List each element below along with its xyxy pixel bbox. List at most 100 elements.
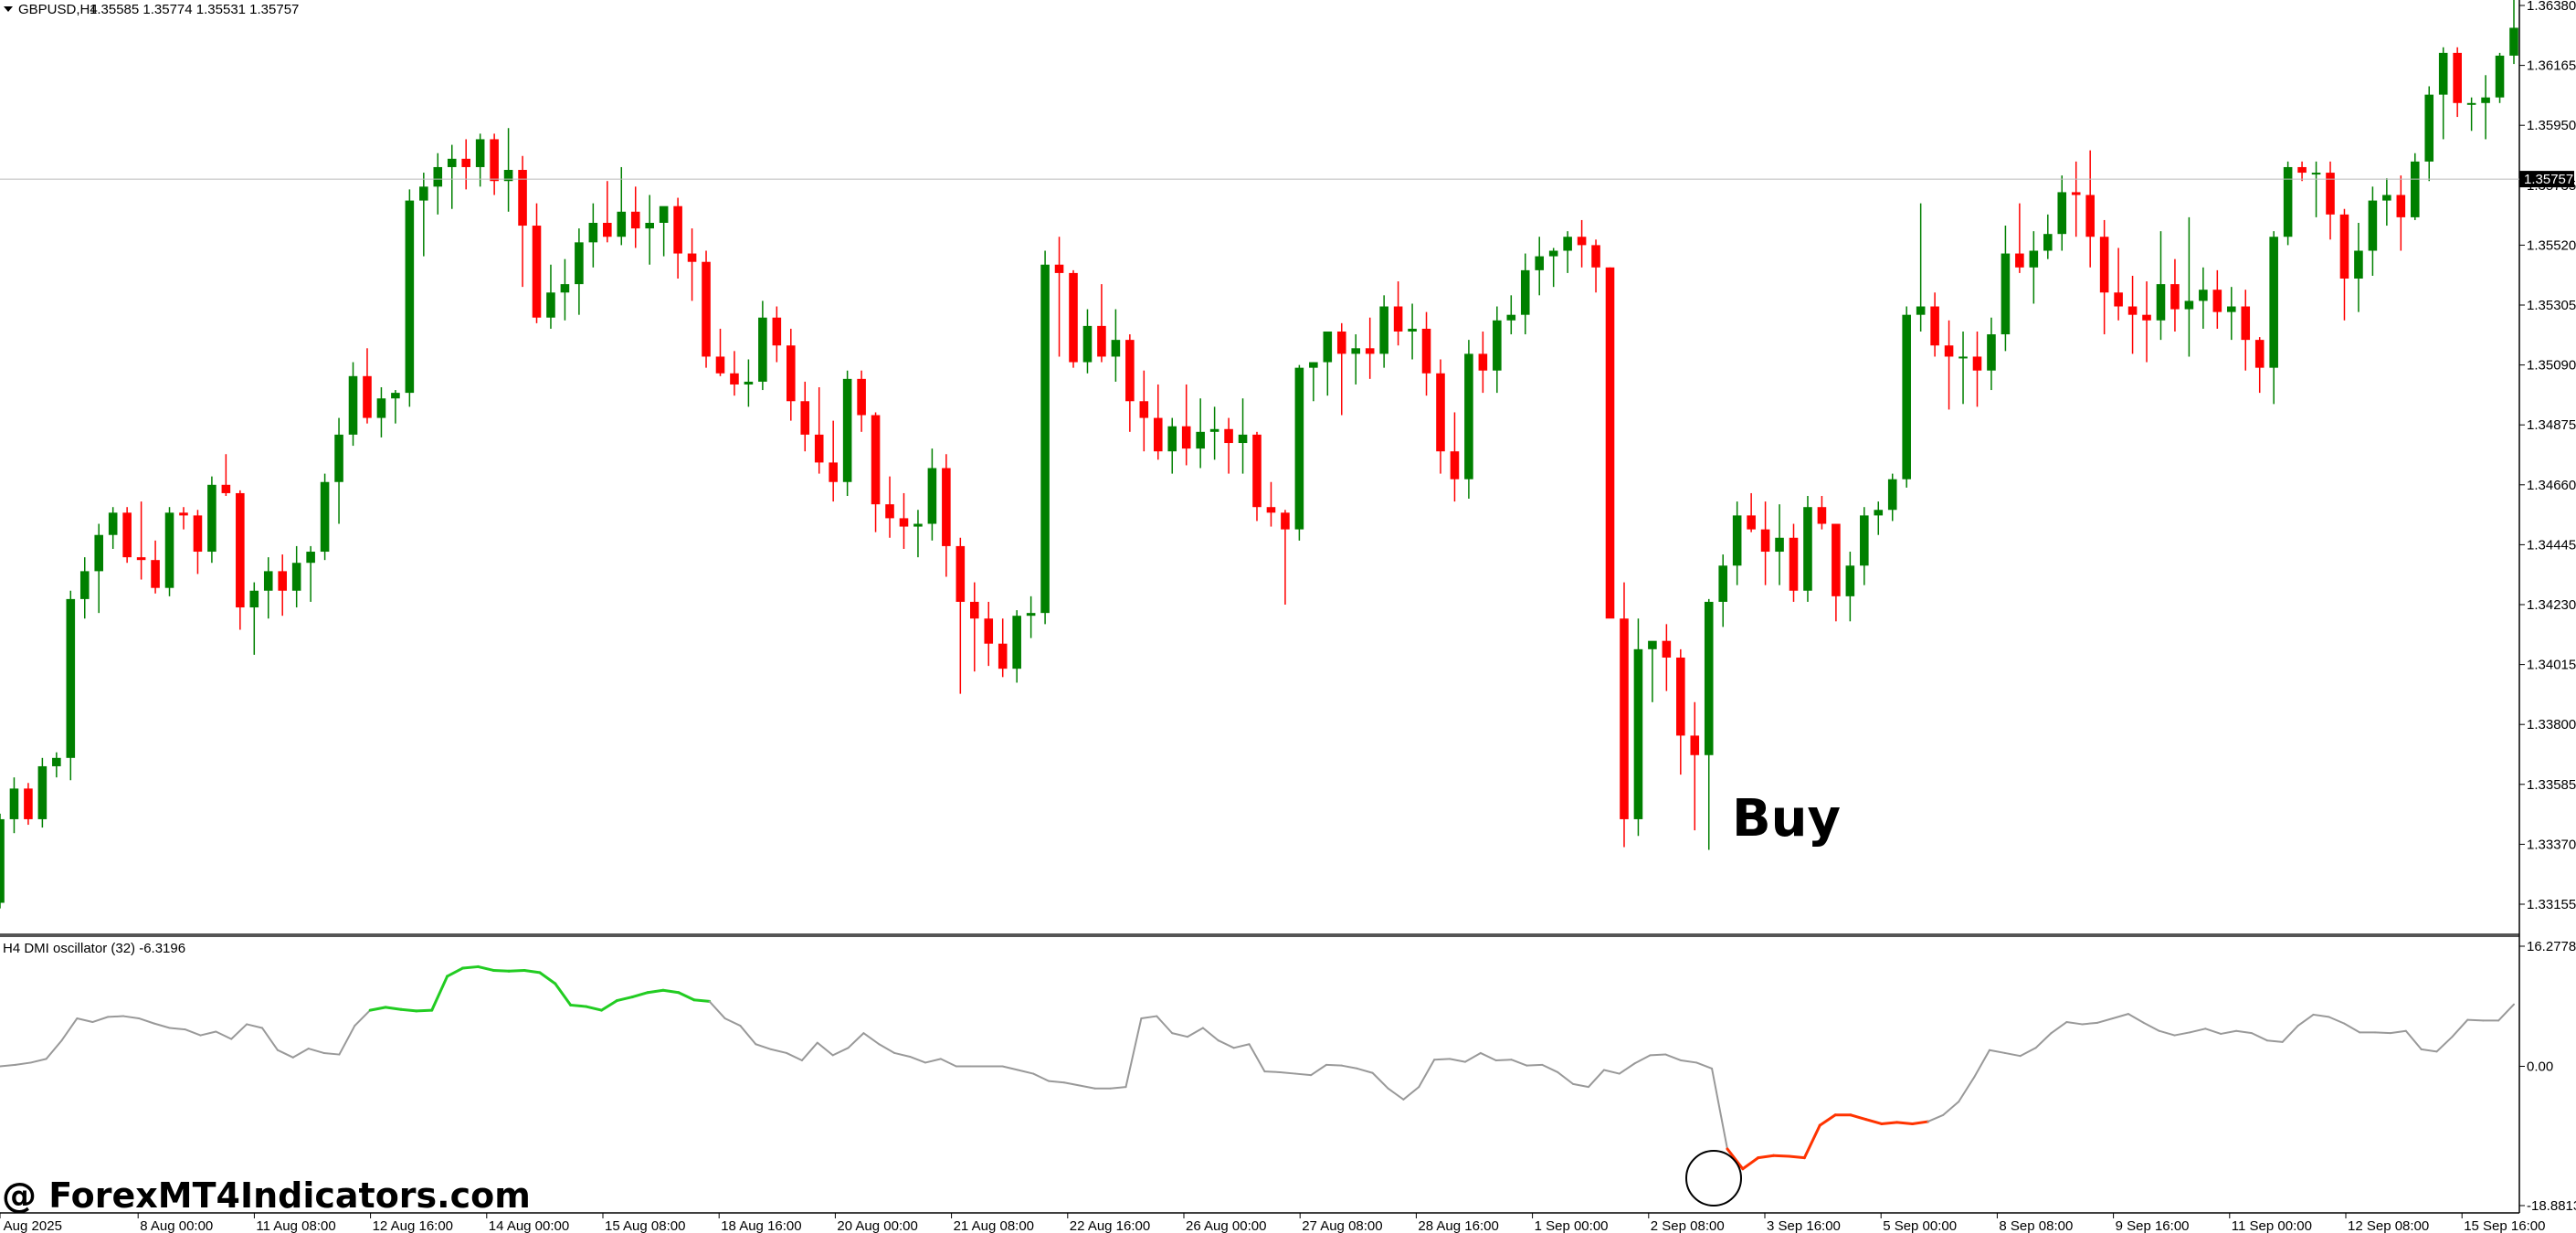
candle-body — [927, 468, 937, 524]
candle-body — [419, 186, 428, 201]
candle — [603, 181, 612, 243]
osc-segment — [1048, 1080, 1065, 1084]
candle — [1167, 417, 1177, 474]
candle — [334, 417, 343, 524]
candle — [2396, 175, 2406, 251]
osc-tick-label: 0.00 — [2527, 1059, 2553, 1074]
candle — [1111, 309, 1121, 382]
candle — [1676, 648, 1685, 775]
osc-segment — [1664, 1053, 1683, 1062]
time-tick-label: 27 Aug 08:00 — [1302, 1218, 1382, 1233]
osc-segment — [2328, 1016, 2346, 1025]
candle-body — [1520, 269, 1530, 315]
candle — [518, 155, 527, 288]
candle — [1832, 523, 1841, 622]
osc-segment — [2435, 1036, 2454, 1053]
candle-body — [1930, 306, 1939, 346]
osc-segment — [1140, 1015, 1158, 1019]
osc-segment — [615, 996, 634, 1003]
candle-body — [2339, 214, 2349, 279]
candle-body — [405, 200, 415, 394]
candle-body — [659, 206, 669, 223]
osc-segment — [1017, 1069, 1035, 1075]
candle-body — [871, 415, 881, 505]
candle-body — [885, 504, 894, 519]
collapse-triangle-icon[interactable] — [4, 6, 13, 12]
candle — [1902, 306, 1911, 488]
candle-body — [1181, 426, 1191, 449]
price-tick-label: 1.33585 — [2527, 777, 2576, 793]
candle — [2127, 275, 2138, 354]
osc-segment — [1618, 1062, 1636, 1075]
candle — [1309, 362, 1318, 402]
candle — [2043, 214, 2053, 259]
osc-segment — [2189, 1028, 2207, 1034]
candle-body — [2453, 52, 2462, 103]
osc-segment — [661, 988, 681, 995]
candle — [913, 510, 923, 558]
candle — [814, 387, 824, 474]
osc-segment — [1572, 1082, 1589, 1089]
candle — [1633, 618, 1643, 837]
candle-body — [1972, 356, 1982, 371]
osc-segment — [2112, 1013, 2129, 1019]
candle-body — [2029, 250, 2039, 268]
candle — [899, 492, 909, 549]
candle — [1421, 311, 1431, 396]
candle — [2354, 222, 2363, 312]
candle-body — [2410, 161, 2420, 217]
time-tick-label: 26 Aug 00:00 — [1186, 1218, 1266, 1233]
panel-separator[interactable] — [0, 933, 2519, 937]
candle-body — [1421, 328, 1431, 374]
candle-body — [1887, 479, 1897, 511]
osc-segment — [1587, 1069, 1605, 1089]
candle-body — [842, 378, 852, 482]
osc-segment — [2250, 1032, 2268, 1042]
candle — [1930, 292, 1939, 357]
osc-segment — [76, 1017, 94, 1024]
osc-segment — [2343, 1022, 2361, 1034]
candle — [969, 582, 979, 672]
candle — [1408, 303, 1417, 360]
candle — [236, 490, 245, 630]
candle-body — [687, 253, 697, 262]
candle — [2410, 153, 2420, 220]
candle-body — [1252, 434, 1262, 508]
osc-segment — [1510, 1059, 1528, 1067]
candle-body — [2170, 284, 2180, 310]
candle — [278, 554, 288, 616]
candle-body — [0, 818, 5, 903]
candle — [2339, 208, 2349, 321]
candle-body — [1026, 613, 1036, 616]
candle-body — [2099, 237, 2109, 293]
candle-body — [1676, 657, 1685, 736]
candle-body — [1309, 362, 1318, 368]
candle — [122, 507, 132, 564]
price-tick-label: 1.36165 — [2527, 58, 2576, 74]
candle-body — [630, 211, 640, 229]
time-tick-label: 8 Aug 00:00 — [140, 1218, 213, 1233]
watermark: @ ForexMT4Indicators.com — [2, 1175, 531, 1216]
candle-body — [546, 292, 555, 318]
candle-body — [249, 590, 259, 608]
candle-body — [1365, 348, 1375, 354]
symbol-label: GBPUSD,H4 — [18, 2, 98, 17]
candle-body — [969, 601, 979, 619]
candle — [94, 523, 104, 614]
candle — [673, 197, 682, 279]
current-price-text: 1.35757 — [2524, 172, 2573, 187]
candle — [546, 264, 555, 329]
osc-segment — [1680, 1059, 1698, 1064]
candle — [800, 381, 810, 452]
osc-segment — [585, 1005, 603, 1012]
candle-body — [772, 317, 782, 346]
osc-segment — [1217, 1039, 1235, 1049]
candle-body — [1874, 510, 1884, 516]
candle — [1464, 340, 1473, 500]
candle — [1803, 496, 1812, 602]
candle — [829, 420, 838, 502]
osc-segment — [1201, 1027, 1219, 1042]
indicator-label: H4 DMI oscillator (32) -6.3196 — [3, 941, 185, 956]
candle — [885, 476, 894, 538]
